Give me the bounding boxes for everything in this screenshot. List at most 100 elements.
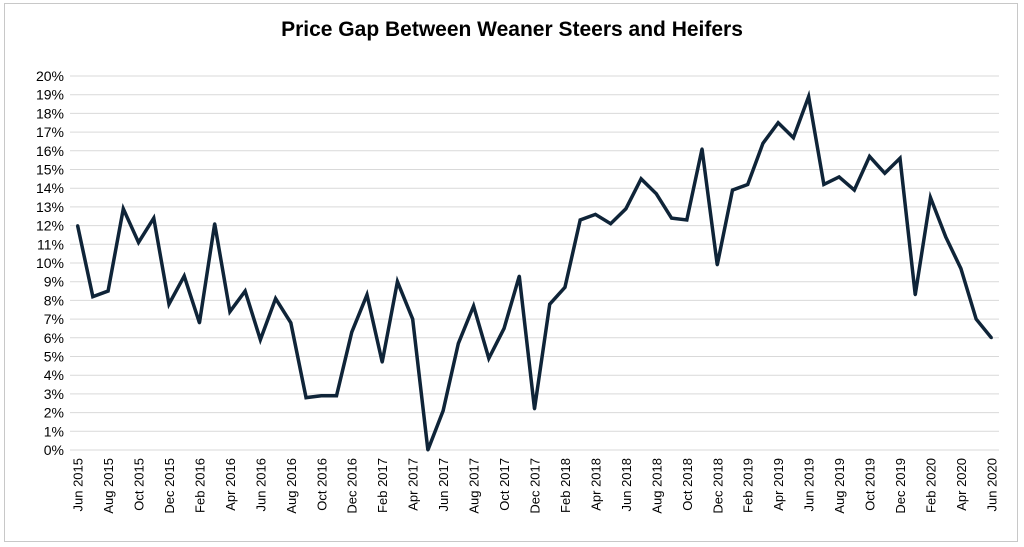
- data-point: [715, 263, 719, 267]
- data-point: [548, 302, 552, 306]
- x-tick-label: Dec 2015: [162, 458, 177, 514]
- data-point: [456, 341, 460, 345]
- y-tick-label: 12%: [36, 218, 64, 234]
- y-tick-label: 6%: [44, 330, 64, 346]
- data-point: [898, 156, 902, 160]
- data-point: [243, 289, 247, 293]
- x-tick-label: Dec 2016: [345, 458, 360, 514]
- data-point: [533, 407, 536, 411]
- y-tick-label: 2%: [44, 405, 64, 421]
- x-tick-label: Jun 2017: [436, 458, 451, 512]
- data-point: [426, 448, 430, 452]
- data-point: [441, 409, 445, 413]
- data-point: [350, 330, 354, 334]
- data-point: [380, 360, 384, 364]
- data-point: [928, 196, 932, 200]
- data-point: [852, 188, 856, 192]
- data-point: [974, 317, 978, 321]
- data-point: [670, 216, 674, 220]
- data-point: [152, 216, 156, 220]
- data-point: [274, 297, 278, 301]
- data-point: [730, 188, 734, 192]
- y-tick-label: 13%: [36, 199, 64, 215]
- data-point: [989, 336, 993, 340]
- x-tick-label: Apr 2020: [954, 458, 969, 511]
- y-tick-label: 1%: [44, 423, 64, 439]
- y-tick-label: 10%: [36, 255, 64, 271]
- data-point: [395, 280, 399, 284]
- chart-title: Price Gap Between Weaner Steers and Heif…: [281, 18, 743, 41]
- x-tick-label: Jun 2018: [619, 458, 634, 512]
- data-point: [609, 222, 613, 226]
- y-tick-label: 20%: [36, 68, 64, 84]
- x-tick-label: Oct 2017: [497, 458, 512, 511]
- data-point: [807, 95, 811, 99]
- x-tick-label: Feb 2016: [192, 458, 207, 513]
- data-point: [182, 274, 186, 278]
- series-line: [75, 89, 993, 451]
- x-tick-label: Aug 2017: [467, 458, 482, 514]
- x-tick-label: Dec 2019: [893, 458, 908, 514]
- x-tick-label: Jun 2016: [253, 458, 268, 512]
- y-tick-label: 15%: [36, 162, 64, 178]
- data-point: [213, 222, 217, 226]
- data-point: [578, 218, 582, 222]
- data-point: [76, 224, 80, 228]
- data-point: [563, 285, 567, 289]
- x-tick-label: Aug 2016: [284, 458, 299, 514]
- x-tick-label: Aug 2015: [101, 458, 116, 514]
- y-tick-label: 4%: [44, 367, 64, 383]
- x-tick-label: Feb 2020: [923, 458, 938, 513]
- data-point: [502, 326, 506, 330]
- y-tick-label: 8%: [44, 292, 64, 308]
- data-point: [517, 274, 521, 278]
- x-tick-label: Oct 2016: [314, 458, 329, 511]
- data-point: [944, 235, 948, 239]
- data-point: [197, 321, 201, 325]
- data-point: [411, 317, 415, 321]
- x-tick-label: Apr 2018: [588, 458, 603, 511]
- y-tick-label: 17%: [36, 124, 64, 140]
- data-point: [121, 207, 125, 211]
- data-point: [228, 310, 232, 314]
- chart-frame: [4, 3, 1018, 542]
- y-tick-label: 3%: [44, 386, 64, 402]
- data-point: [593, 212, 597, 216]
- x-tick-label: Jun 2020: [984, 458, 999, 512]
- data-point: [685, 218, 689, 222]
- x-tick-label: Jun 2015: [71, 458, 86, 512]
- data-point: [472, 304, 476, 308]
- x-tick-label: Feb 2017: [375, 458, 390, 513]
- x-tick-label: Feb 2019: [741, 458, 756, 513]
- x-tick-label: Oct 2019: [863, 458, 878, 511]
- data-point: [624, 207, 628, 211]
- y-tick-label: 5%: [44, 349, 64, 365]
- data-point: [137, 240, 141, 244]
- data-point: [487, 356, 491, 360]
- data-point: [289, 321, 293, 325]
- data-point: [91, 295, 95, 299]
- x-tick-label: Apr 2019: [771, 458, 786, 511]
- x-tick-label: Dec 2018: [710, 458, 725, 514]
- data-point: [335, 394, 339, 398]
- data-point: [791, 136, 795, 140]
- y-axis: 0% 1% 2% 3% 4% 5% 6% 7% 8% 9% 10% 11% 12% 13% 14% 15% 16…: [36, 68, 64, 458]
- x-tick-label: Jun 2019: [802, 458, 817, 512]
- y-tick-label: 0%: [44, 442, 64, 458]
- data-point: [822, 182, 826, 186]
- series-layer: [75, 89, 993, 452]
- data-point: [365, 293, 369, 297]
- x-tick-label: Dec 2017: [528, 458, 543, 514]
- x-tick-label: Apr 2016: [223, 458, 238, 511]
- data-point: [304, 396, 308, 400]
- y-tick-label: 18%: [36, 105, 64, 121]
- y-tick-label: 7%: [44, 311, 64, 327]
- data-point: [700, 147, 704, 151]
- data-point: [913, 293, 917, 297]
- data-point: [167, 302, 171, 306]
- y-tick-label: 9%: [44, 274, 64, 290]
- data-point: [746, 182, 750, 186]
- data-point: [883, 171, 887, 175]
- y-tick-label: 19%: [36, 87, 64, 103]
